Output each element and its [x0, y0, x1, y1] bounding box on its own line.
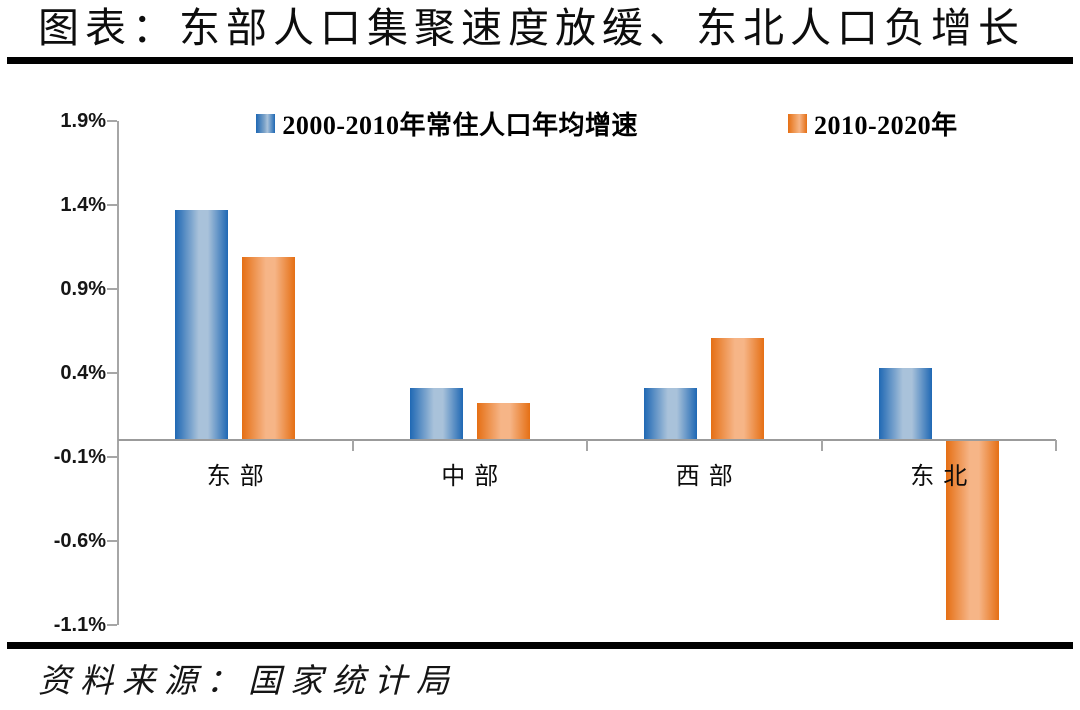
bar-series1-西部	[644, 387, 698, 440]
y-axis-label: 0.4%	[60, 362, 106, 384]
bar-series1-中部	[409, 387, 463, 440]
legend-label-2010-2020: 2010-2020年	[814, 110, 958, 140]
legend: 2000-2010年常住人口年均增速 2010-2020年	[138, 106, 1076, 140]
x-axis-tick	[820, 440, 823, 451]
category-label-2: 中部	[441, 464, 508, 490]
y-axis-tick	[107, 120, 117, 122]
x-axis-tick	[351, 440, 354, 451]
y-axis-label: 1.4%	[60, 194, 106, 216]
page-title: 图表：东部人口集聚速度放缓、东北人口负增长	[38, 5, 1025, 51]
y-axis-tick	[107, 624, 117, 626]
legend-item-2010-2020: 2010-2020年	[788, 105, 958, 142]
bar-series2-西部	[711, 337, 765, 440]
bar-series1-东北	[878, 367, 932, 440]
bar-series2-东部	[242, 256, 296, 440]
y-axis-label: -0.6%	[53, 530, 106, 552]
x-axis-tick	[1055, 440, 1057, 451]
legend-label-2000-2010: 2000-2010年常住人口年均增速	[282, 110, 638, 140]
plot-area: 东部 中部 西部 东北	[107, 120, 1057, 626]
legend-swatch-orange	[788, 113, 807, 133]
y-axis-label: -0.1%	[53, 446, 106, 468]
y-axis-label: 1.9%	[60, 110, 106, 132]
source-note: 资料来源：国家统计局	[38, 664, 458, 700]
legend-swatch-blue	[256, 113, 276, 133]
y-axis-label: -1.1%	[53, 614, 106, 636]
x-axis-tick	[586, 440, 588, 451]
y-axis-label: 0.9%	[60, 278, 106, 300]
y-axis-tick	[107, 288, 117, 290]
title-divider-rule	[7, 57, 1073, 64]
bar-series2-东北	[945, 440, 999, 620]
y-axis-tick	[107, 456, 117, 458]
bar-series2-中部	[476, 403, 530, 440]
category-label-3: 西部	[675, 464, 742, 490]
bar-series1-东部	[175, 209, 229, 440]
category-label-4: 东北	[910, 464, 977, 490]
y-axis-tick	[107, 204, 117, 206]
y-axis-tick	[107, 372, 117, 374]
category-label-1: 东部	[206, 464, 273, 490]
bottom-divider-rule	[7, 642, 1073, 649]
y-axis-tick	[107, 540, 117, 542]
y-axis-spine	[117, 121, 119, 625]
legend-item-2000-2010: 2000-2010年常住人口年均增速	[256, 105, 638, 142]
